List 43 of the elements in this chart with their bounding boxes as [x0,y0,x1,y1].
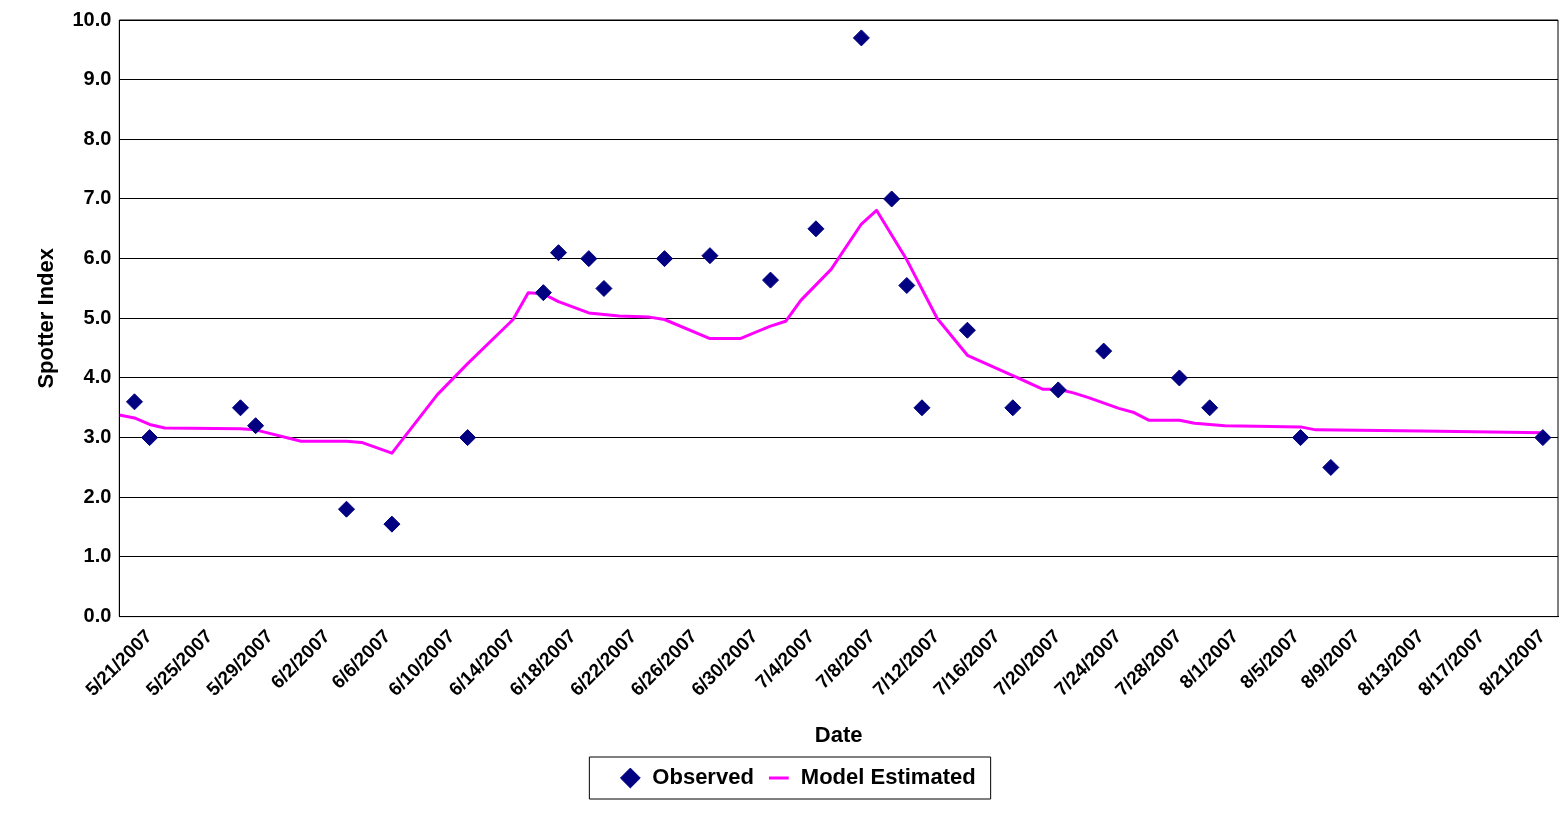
point [852,29,870,47]
point [595,279,613,297]
point [1201,399,1219,417]
point [1049,381,1067,399]
y-tick-label: 8.0 [83,126,112,149]
y-tick-label: 2.0 [83,484,112,507]
point [762,271,780,289]
x-axis-title: Date [814,721,863,747]
point [141,429,159,447]
point [383,515,401,533]
point [337,500,355,518]
y-axis-title: Spotter Index [33,247,59,389]
point [898,276,916,294]
y-tick-label: 4.0 [83,365,112,388]
point [1004,399,1022,417]
y-tick-label: 1.0 [83,544,112,567]
point [807,220,825,238]
y-tick-label: 10.0 [72,7,112,30]
point [1534,429,1552,447]
y-tick-label: 3.0 [83,425,112,448]
point [580,250,598,268]
point [1292,429,1310,447]
y-tick-label: 9.0 [83,67,112,90]
point [883,190,901,208]
point [534,284,552,302]
point [656,250,674,268]
point [1095,342,1113,360]
y-tick-label: 6.0 [83,246,112,269]
point [550,244,567,262]
point [459,429,477,447]
legend-label: Observed [652,764,754,790]
point [231,399,249,417]
legend-label: Model Estimated [800,764,976,790]
y-tick-label: 7.0 [83,186,112,209]
y-tick-label: 5.0 [83,305,112,328]
point [247,417,265,435]
point [913,399,931,417]
point [701,247,719,265]
y-tick-label: 0.0 [83,604,112,627]
point [958,321,976,339]
point [125,393,143,411]
point [1170,369,1188,387]
point [1322,458,1340,476]
